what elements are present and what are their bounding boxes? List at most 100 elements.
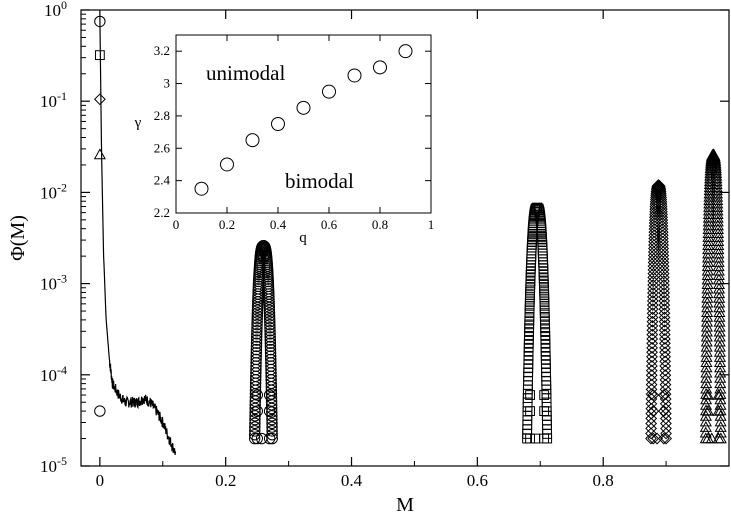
- data-point-square: [525, 273, 536, 284]
- data-point-circle: [263, 301, 276, 314]
- data-point-diamond: [645, 432, 657, 445]
- inset-y-tick-label: 2.8: [154, 108, 170, 123]
- data-point-circle: [252, 293, 264, 305]
- data-point-circle: [266, 417, 278, 430]
- data-point-square: [538, 263, 549, 274]
- data-point-triangle: [711, 215, 724, 227]
- inset-data-point: [398, 44, 413, 59]
- data-point-circle: [252, 296, 264, 308]
- main-y-axis: 10-5 10-4 10-3 10-2 10-1 100: [40, 0, 729, 476]
- data-point-diamond: [647, 253, 660, 265]
- data-point-circle: [265, 391, 278, 404]
- data-point-diamond: [93, 93, 106, 106]
- data-point-diamond: [645, 378, 658, 391]
- data-point-diamond: [658, 290, 671, 303]
- y-tick-label: 10-1: [40, 89, 67, 111]
- data-point-diamond: [647, 279, 660, 291]
- data-point-diamond: [658, 283, 670, 295]
- data-point-triangle: [703, 187, 716, 199]
- data-point-circle: [264, 325, 276, 337]
- data-point-triangle: [711, 197, 724, 209]
- data-point-square: [539, 406, 550, 416]
- data-point-diamond: [658, 311, 671, 324]
- data-point-circle: [266, 421, 278, 433]
- data-point-circle: [251, 432, 263, 445]
- data-point-square: [537, 251, 548, 262]
- x-tick-label: 0.4: [341, 471, 363, 490]
- data-point-circle: [251, 301, 264, 314]
- data-point-circle: [263, 432, 276, 445]
- inset-x-tick-label: 0.4: [270, 217, 287, 232]
- data-point-square: [537, 242, 548, 253]
- data-point-circle: [249, 421, 261, 433]
- data-point-triangle: [700, 371, 713, 383]
- data-point-square: [537, 248, 548, 259]
- inset-y-tick-label: 3.2: [154, 43, 170, 58]
- inset-y-tick-label: 2.6: [154, 140, 171, 155]
- data-point-triangle: [699, 404, 713, 416]
- data-point-diamond: [655, 203, 668, 216]
- data-point-diamond: [658, 328, 671, 341]
- y-tick-label: 100: [44, 0, 67, 20]
- data-point-square: [538, 276, 549, 287]
- data-point-circle: [264, 322, 276, 334]
- data-point-square: [525, 263, 536, 274]
- data-point-circle: [264, 331, 276, 343]
- data-point-diamond: [647, 260, 660, 273]
- data-point-diamond: [646, 350, 658, 363]
- inset-chart: 0 0.2 0.4 0.6 0.8 1 2.2 2.4 2.6 2.8 3 3.2 q γ unim…: [134, 34, 434, 246]
- annotation-bimodal: bimodal: [285, 169, 354, 193]
- data-point-triangle: [711, 204, 724, 216]
- data-point-triangle: [713, 356, 727, 368]
- data-point-square: [525, 276, 536, 287]
- data-point-circle: [251, 389, 263, 401]
- data-point-square: [525, 283, 536, 294]
- data-point-circle: [250, 340, 263, 353]
- data-point-triangle: [712, 432, 725, 444]
- data-point-triangle: [711, 223, 725, 235]
- data-point-circle: [264, 328, 276, 340]
- data-point-triangle: [709, 157, 722, 169]
- data-point-diamond: [646, 307, 659, 320]
- x-tick-label: 0.6: [467, 471, 488, 490]
- data-point-diamond: [658, 286, 671, 299]
- data-point-diamond: [656, 217, 669, 229]
- data-point-diamond: [646, 315, 659, 328]
- data-point-triangle: [702, 219, 715, 231]
- data-point-triangle: [709, 159, 722, 171]
- data-point-square: [525, 390, 535, 400]
- inset-data-point: [322, 84, 336, 99]
- data-point-circle: [251, 331, 263, 343]
- data-point-diamond: [645, 369, 658, 382]
- data-point-circle: [263, 304, 276, 316]
- y-tick-label: 10-5: [40, 454, 67, 476]
- data-point-diamond: [656, 211, 669, 224]
- data-point-triangle: [712, 404, 725, 416]
- data-point-triangle: [699, 415, 712, 427]
- data-point-triangle: [702, 223, 715, 235]
- data-point-diamond: [645, 373, 658, 386]
- data-point-triangle: [703, 200, 716, 212]
- data-point-circle: [251, 328, 263, 340]
- data-point-circle: [248, 432, 261, 445]
- data-point-square: [526, 245, 537, 256]
- inset-data-point: [373, 60, 387, 75]
- data-point-triangle: [702, 204, 716, 216]
- data-point-triangle: [701, 388, 715, 400]
- data-point-diamond: [659, 373, 672, 386]
- data-point-circle: [250, 343, 263, 356]
- data-point-diamond: [647, 249, 660, 262]
- data-point-diamond: [646, 311, 659, 324]
- data-point-square: [526, 248, 537, 259]
- inset-x-axis: 0 0.2 0.4 0.6 0.8 1: [173, 35, 434, 232]
- data-point-diamond: [657, 263, 670, 276]
- data-point-circle: [263, 298, 275, 311]
- data-point-diamond: [646, 303, 659, 316]
- data-point-triangle: [702, 208, 715, 219]
- data-point-triangle: [713, 350, 727, 362]
- series-line: [99, 18, 176, 456]
- data-point-triangle: [703, 197, 716, 209]
- data-point-square: [526, 260, 536, 271]
- data-point-triangle: [702, 227, 715, 238]
